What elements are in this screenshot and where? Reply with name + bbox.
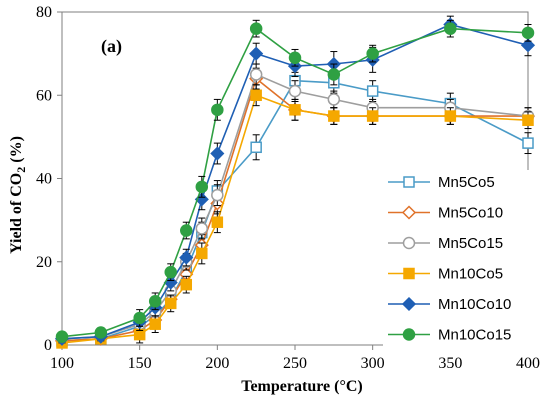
legend-label-mn10co15: Mn10Co15	[438, 327, 511, 344]
data-point	[180, 224, 193, 237]
data-point	[94, 326, 108, 339]
legend-label-mn5co15: Mn5Co15	[438, 235, 503, 252]
data-point	[250, 141, 262, 154]
x-tick-label: 300	[361, 355, 385, 372]
legend-marker-mn10co15	[402, 328, 416, 341]
legend-label-mn5co10: Mn5Co10	[438, 205, 503, 222]
data-point	[366, 47, 379, 60]
y-tick-label: 60	[36, 87, 52, 104]
legend: Mn5Co5 Mn5Co10 Mn5Co15 Mn10Co5 Mn10Co10 Mn10C…	[383, 170, 543, 350]
legend-box	[383, 170, 543, 350]
x-tick-label: 200	[205, 355, 229, 372]
data-point	[210, 146, 225, 161]
legend-marker-mn5co5	[403, 176, 415, 188]
y-axis-title: Yield of CO2 (%)	[8, 136, 28, 254]
series-mn10co15	[55, 19, 535, 343]
data-point	[444, 110, 457, 122]
x-tick-label: 100	[50, 355, 74, 372]
data-point	[211, 216, 224, 228]
y-axis-title-subscript: 2	[14, 167, 28, 173]
legend-label-mn5co5: Mn5Co5	[438, 174, 495, 191]
data-point	[249, 68, 263, 81]
y-axis-title-main: Yield of CO	[8, 173, 25, 254]
y-tick-label: 20	[36, 254, 52, 271]
data-point	[55, 330, 69, 343]
data-point	[327, 68, 341, 81]
y-axis-title-unit: (%)	[8, 136, 25, 167]
x-tick-label: 150	[128, 355, 152, 372]
data-point	[249, 22, 263, 35]
legend-marker-mn5co10	[401, 205, 417, 220]
data-point	[148, 295, 162, 308]
data-point	[288, 51, 302, 65]
data-point	[196, 247, 208, 260]
y-tick-label: 0	[44, 337, 52, 354]
data-point	[366, 110, 379, 122]
data-point	[211, 188, 224, 202]
data-point	[149, 318, 161, 330]
data-point	[195, 180, 209, 194]
data-point	[521, 26, 535, 40]
x-tick-label: 400	[516, 355, 540, 372]
data-point	[179, 250, 194, 265]
x-tick-label: 350	[438, 355, 462, 372]
data-point	[180, 278, 193, 291]
x-axis-title: Temperature (°C)	[241, 378, 362, 395]
x-tick-label: 250	[283, 355, 307, 372]
data-point	[366, 85, 379, 97]
data-point	[522, 137, 534, 149]
legend-marker-mn10co5	[403, 267, 415, 280]
data-point	[289, 104, 301, 116]
data-point	[249, 46, 264, 61]
data-point	[164, 265, 177, 279]
data-point	[520, 38, 536, 53]
data-point	[250, 89, 262, 101]
data-point	[164, 297, 177, 310]
legend-marker-mn10co10	[401, 296, 417, 312]
data-point	[328, 110, 340, 122]
data-point	[195, 222, 209, 235]
series-layer	[54, 15, 536, 349]
data-point	[327, 93, 341, 106]
data-point	[211, 103, 224, 117]
legend-label-mn10co10: Mn10Co10	[438, 296, 511, 313]
data-point	[288, 84, 302, 98]
data-point	[133, 328, 146, 341]
data-point	[444, 22, 457, 35]
data-point	[133, 311, 146, 325]
data-point	[522, 114, 534, 126]
y-tick-label: 80	[36, 4, 52, 21]
panel-label: (a)	[101, 36, 122, 57]
legend-marker-mn5co15	[402, 236, 416, 250]
y-tick-label: 40	[36, 171, 52, 188]
axes-layer: 100 150 200 250 300 350 400 0 20 40 60 80	[36, 4, 540, 372]
legend-label-mn10co5: Mn10Co5	[438, 266, 503, 283]
